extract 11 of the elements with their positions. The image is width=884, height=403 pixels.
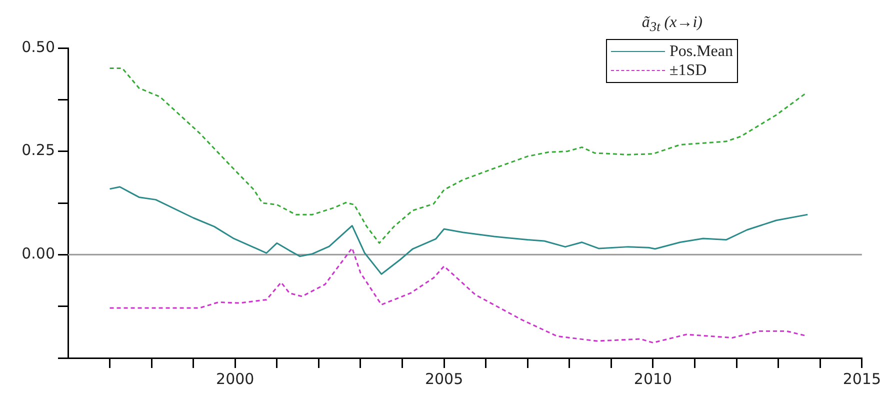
legend-title: ã$_{3t}$ (x→i) — [640, 14, 704, 36]
y-tick-label: 0.00 — [22, 244, 55, 263]
x-tick-label: 2005 — [424, 370, 464, 388]
x-tick-label: 2010 — [634, 370, 672, 388]
line-series — [109, 247, 806, 344]
x-tick-label: 2015 — [842, 370, 882, 388]
legend-label: Pos.Mean — [669, 42, 733, 61]
y-tick-label: 0.25 — [22, 141, 55, 160]
legend-label: ±1SD — [669, 62, 707, 80]
y-tick-label: 0.50 — [22, 38, 55, 56]
x-tick-label: 2000 — [216, 370, 254, 388]
